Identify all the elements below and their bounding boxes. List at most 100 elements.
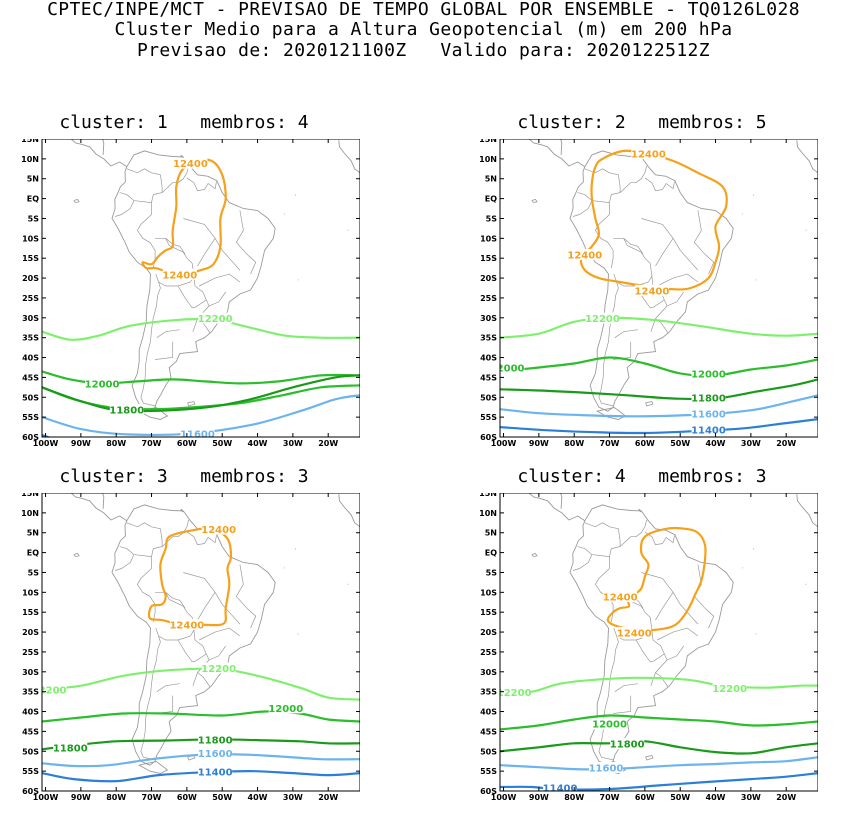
lon-label: 20W bbox=[318, 793, 338, 802]
contour-label: 11800 bbox=[198, 736, 233, 747]
country-border bbox=[613, 238, 652, 286]
contour-label: 12400 bbox=[635, 286, 670, 297]
lat-label: 20S bbox=[480, 274, 497, 283]
lat-label: 5S bbox=[28, 568, 40, 577]
lat-label: 10N bbox=[479, 155, 497, 164]
country-border bbox=[236, 211, 247, 255]
country-border bbox=[155, 342, 173, 360]
contour-label: 12200 bbox=[198, 314, 233, 325]
country-border bbox=[157, 684, 180, 692]
country-border bbox=[236, 565, 247, 609]
country-border bbox=[183, 219, 240, 271]
country-border bbox=[120, 193, 152, 203]
lat-label: 45S bbox=[22, 373, 39, 382]
lat-label: 35S bbox=[22, 334, 39, 343]
lat-label: 50S bbox=[480, 747, 497, 756]
lon-label: 50W bbox=[670, 793, 690, 802]
contour-12400 bbox=[581, 151, 727, 290]
lon-label: 40W bbox=[248, 439, 268, 448]
panel-title: cluster: 1 membros: 4 bbox=[4, 113, 364, 133]
map-layer: 1240012400124001220020001200011800116001… bbox=[497, 139, 818, 436]
lat-label: EQ bbox=[485, 549, 497, 558]
country-border bbox=[667, 292, 684, 306]
lat-label: 25S bbox=[22, 294, 39, 303]
lat-label: 10S bbox=[22, 588, 39, 597]
island-outline bbox=[646, 402, 653, 406]
country-border bbox=[120, 547, 152, 557]
lat-label: 50S bbox=[22, 393, 39, 402]
lat-label: EQ bbox=[27, 549, 39, 558]
lat-label: 5N bbox=[27, 529, 39, 538]
map-canvas: 1240012400124001220020001200011800116001… bbox=[466, 139, 818, 457]
country-border bbox=[578, 193, 610, 203]
contour-12200 bbox=[500, 678, 818, 694]
lat-label: 30S bbox=[480, 668, 497, 677]
country-border bbox=[656, 238, 674, 266]
lat-label: 20S bbox=[22, 274, 39, 283]
country-border bbox=[656, 673, 668, 687]
contour-label: 11400 bbox=[198, 767, 233, 778]
map-canvas: 1240012400122002200120001180011800116001… bbox=[8, 493, 360, 811]
lon-label: 50W bbox=[670, 439, 690, 448]
panel-title: cluster: 4 membros: 3 bbox=[462, 467, 822, 487]
contour-label: 11800 bbox=[610, 740, 645, 751]
lat-label: 10S bbox=[22, 234, 39, 243]
contour-label: 12400 bbox=[169, 620, 204, 631]
lat-label: 25S bbox=[22, 648, 39, 657]
coastline-africa bbox=[797, 494, 818, 535]
map-layer: 1240012400122002200120001180011800116001… bbox=[39, 493, 360, 781]
lat-label: 30S bbox=[480, 314, 497, 323]
lat-label: 5N bbox=[485, 529, 497, 538]
lon-label: 30W bbox=[283, 793, 303, 802]
lat-label: 15N bbox=[21, 493, 39, 498]
coastline-central-america bbox=[42, 139, 127, 167]
lon-label: 20W bbox=[318, 439, 338, 448]
lon-label: 90W bbox=[529, 439, 549, 448]
contour-label: 12000 bbox=[691, 370, 726, 381]
coastline-africa bbox=[339, 494, 360, 535]
lat-label: 55S bbox=[480, 767, 497, 776]
lat-label: 30S bbox=[22, 668, 39, 677]
country-border bbox=[651, 654, 667, 686]
lat-label: 5N bbox=[485, 175, 497, 184]
island-outline bbox=[639, 509, 642, 512]
lon-label: 20W bbox=[776, 439, 796, 448]
contour-label: 11800 bbox=[53, 744, 88, 755]
country-border bbox=[209, 292, 226, 306]
lat-label: 5N bbox=[27, 175, 39, 184]
lon-label: 20W bbox=[776, 793, 796, 802]
country-border bbox=[657, 628, 698, 640]
contour-12000 bbox=[500, 715, 818, 729]
country-border bbox=[127, 169, 162, 268]
contour-label: 12400 bbox=[201, 525, 236, 536]
country-border bbox=[694, 211, 705, 255]
lat-label: 10N bbox=[479, 509, 497, 518]
lat-label: 55S bbox=[480, 413, 497, 422]
contour-label: 12400 bbox=[162, 270, 197, 281]
lat-label: 40S bbox=[480, 354, 497, 363]
contour-label: 12000 bbox=[85, 379, 120, 390]
lat-label: 5S bbox=[28, 214, 40, 223]
lon-label: 30W bbox=[741, 439, 761, 448]
country-border bbox=[615, 684, 638, 692]
lat-label: 25S bbox=[480, 648, 497, 657]
contour-label: 12000 bbox=[592, 720, 627, 731]
lat-label: 45S bbox=[480, 373, 497, 382]
contour-label: 12200 bbox=[201, 664, 236, 675]
island-outline bbox=[188, 402, 195, 406]
lat-label: 10N bbox=[21, 509, 39, 518]
country-border bbox=[187, 178, 217, 191]
island-outline bbox=[181, 509, 184, 512]
country-border bbox=[209, 646, 226, 660]
lat-label: 45S bbox=[480, 727, 497, 736]
lat-label: 15N bbox=[479, 493, 497, 498]
contour-label: 11600 bbox=[198, 749, 233, 760]
country-border bbox=[705, 608, 714, 628]
lon-label: 50W bbox=[212, 793, 232, 802]
lat-label: EQ bbox=[27, 195, 39, 204]
contour-label: 12400 bbox=[631, 150, 666, 161]
